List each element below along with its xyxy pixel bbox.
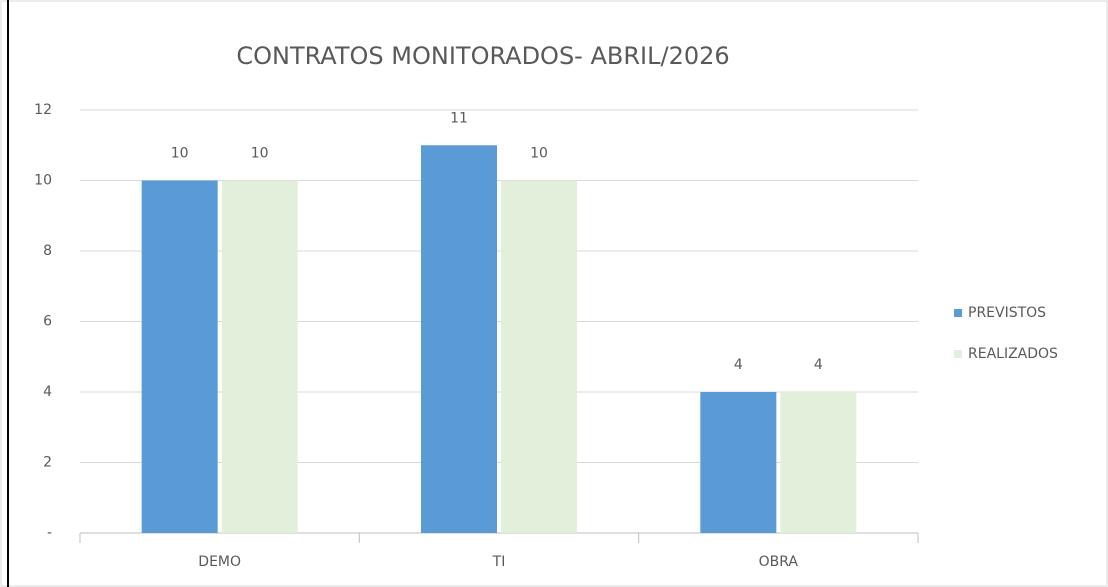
y-tick-label: 10 [34, 173, 52, 189]
y-tick-label: 8 [43, 243, 52, 259]
data-label: 4 [734, 357, 743, 373]
x-tick-label: OBRA [759, 554, 799, 570]
y-tick-label: 4 [43, 384, 52, 400]
data-label: 4 [814, 357, 823, 373]
x-tick-label: DEMO [198, 554, 241, 570]
bar [421, 145, 497, 533]
legend-label: PREVISTOS [968, 305, 1046, 321]
legend-swatch [954, 350, 962, 358]
legend-label: REALIZADOS [968, 346, 1058, 362]
legend-swatch [954, 309, 962, 317]
bar [221, 180, 298, 533]
data-label: 11 [450, 110, 468, 126]
y-tick-label: 2 [43, 455, 52, 471]
x-tick-label: TI [492, 554, 506, 570]
chart-title: CONTRATOS MONITORADOS- ABRIL/2026 [236, 42, 729, 70]
y-tick-label: - [47, 525, 52, 541]
data-label: 10 [171, 146, 189, 162]
bar [700, 392, 777, 533]
bar [141, 180, 218, 533]
bar [780, 392, 857, 533]
bar [501, 180, 577, 533]
data-label: 10 [530, 146, 548, 162]
y-tick-label: 6 [43, 314, 52, 330]
y-tick-label: 12 [34, 102, 52, 118]
data-label: 10 [251, 146, 269, 162]
